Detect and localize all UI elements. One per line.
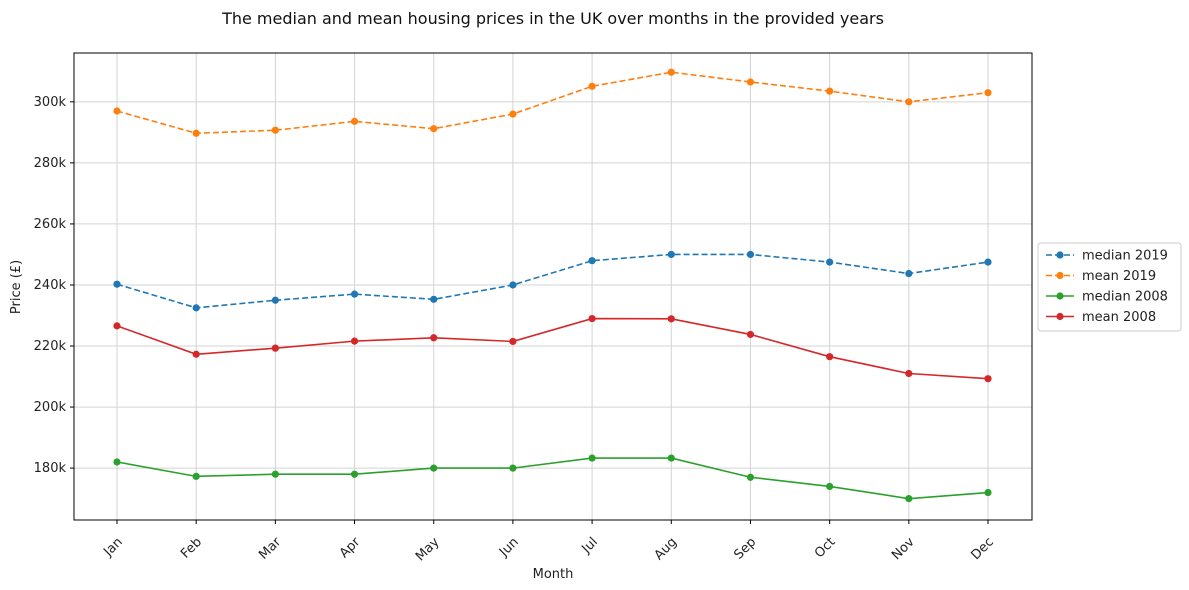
data-point	[271, 296, 279, 304]
data-point	[509, 281, 517, 289]
chart-title: The median and mean housing prices in th…	[221, 9, 884, 28]
data-point	[984, 488, 992, 497]
series-median-2019	[113, 250, 992, 312]
legend-box	[1037, 242, 1182, 332]
series-mean-2019	[113, 68, 992, 137]
x-tick-label: Aug	[652, 535, 681, 564]
legend-label: median 2008	[1082, 290, 1168, 305]
data-point	[746, 78, 755, 86]
data-point	[271, 344, 279, 352]
data-point	[271, 126, 279, 134]
series-line	[116, 457, 989, 500]
data-point	[113, 107, 121, 115]
series-group	[113, 68, 992, 503]
data-point	[588, 82, 596, 90]
data-point	[826, 353, 834, 361]
data-point	[430, 464, 438, 472]
data-point	[113, 458, 121, 466]
data-point	[509, 110, 517, 118]
data-point	[113, 280, 121, 288]
data-point	[350, 117, 359, 125]
legend-label: mean 2019	[1082, 269, 1156, 284]
x-tick-label: Dec	[968, 535, 996, 563]
y-tick-label: 240k	[34, 278, 67, 293]
data-point	[667, 315, 675, 323]
legend-marker	[1056, 251, 1064, 259]
series-line	[116, 317, 989, 380]
y-tick-label: 180k	[34, 461, 67, 476]
data-point	[192, 472, 200, 480]
legend-marker	[1056, 312, 1064, 321]
x-tick-label: Sep	[731, 535, 759, 563]
data-point	[509, 464, 517, 472]
data-point	[350, 290, 359, 298]
legend-marker	[1056, 271, 1064, 280]
data-point	[667, 454, 675, 462]
legend: median 2019 mean 2019 median 2008 mean 2008	[1037, 242, 1182, 332]
data-point	[192, 350, 200, 358]
x-tick-label: Apr	[337, 534, 364, 561]
data-point	[430, 295, 438, 303]
data-point	[667, 68, 675, 76]
x-axis-label: Month	[533, 567, 574, 582]
data-point	[746, 473, 755, 481]
y-axis: 180k 200k 220k 240k 260k 280k 300k	[34, 95, 74, 476]
grid-lines	[74, 53, 1032, 520]
y-tick-label: 280k	[34, 156, 67, 171]
data-point	[588, 314, 596, 323]
x-tick-label: Jan	[100, 535, 125, 560]
x-tick-label: May	[413, 535, 443, 565]
data-point	[984, 89, 992, 97]
y-tick-label: 260k	[34, 217, 67, 232]
data-point	[350, 337, 359, 345]
y-tick-label: 300k	[34, 95, 67, 110]
data-point	[430, 125, 438, 133]
data-point	[746, 250, 755, 259]
x-tick-label: Jul	[579, 535, 601, 557]
data-point	[192, 129, 200, 137]
x-axis: Jan Feb Mar Apr May Jun Jul Aug Sep Oct Nov Dec	[100, 520, 997, 565]
data-point	[905, 269, 913, 278]
x-tick-label: Oct	[812, 535, 839, 562]
data-point	[826, 258, 834, 266]
data-point	[509, 337, 517, 346]
data-point	[905, 495, 913, 503]
data-point	[667, 250, 675, 259]
data-point	[905, 98, 913, 106]
data-point	[350, 470, 359, 478]
data-point	[984, 258, 992, 266]
data-point	[588, 454, 596, 462]
data-point	[113, 322, 121, 330]
x-tick-label: Mar	[256, 534, 284, 562]
y-tick-label: 220k	[34, 339, 67, 354]
legend-marker	[1056, 292, 1064, 300]
series-mean-2008	[113, 314, 992, 383]
x-tick-label: Feb	[178, 535, 205, 562]
y-axis-label: Price (£)	[9, 260, 24, 314]
legend-label: median 2019	[1082, 249, 1168, 264]
data-point	[905, 369, 913, 378]
x-tick-label: Nov	[889, 534, 918, 563]
y-tick-label: 200k	[34, 400, 67, 415]
data-point	[984, 375, 992, 383]
data-point	[271, 470, 279, 478]
series-line	[116, 253, 989, 309]
x-tick-label: Jun	[496, 535, 522, 561]
legend-label: mean 2008	[1082, 310, 1156, 325]
data-point	[826, 87, 834, 95]
data-point	[192, 304, 200, 312]
data-point	[746, 330, 755, 339]
data-point	[826, 482, 834, 491]
data-point	[430, 334, 438, 342]
plot-area-frame	[73, 52, 1033, 521]
data-point	[588, 257, 596, 265]
series-line	[116, 71, 989, 135]
series-median-2008	[113, 454, 992, 503]
